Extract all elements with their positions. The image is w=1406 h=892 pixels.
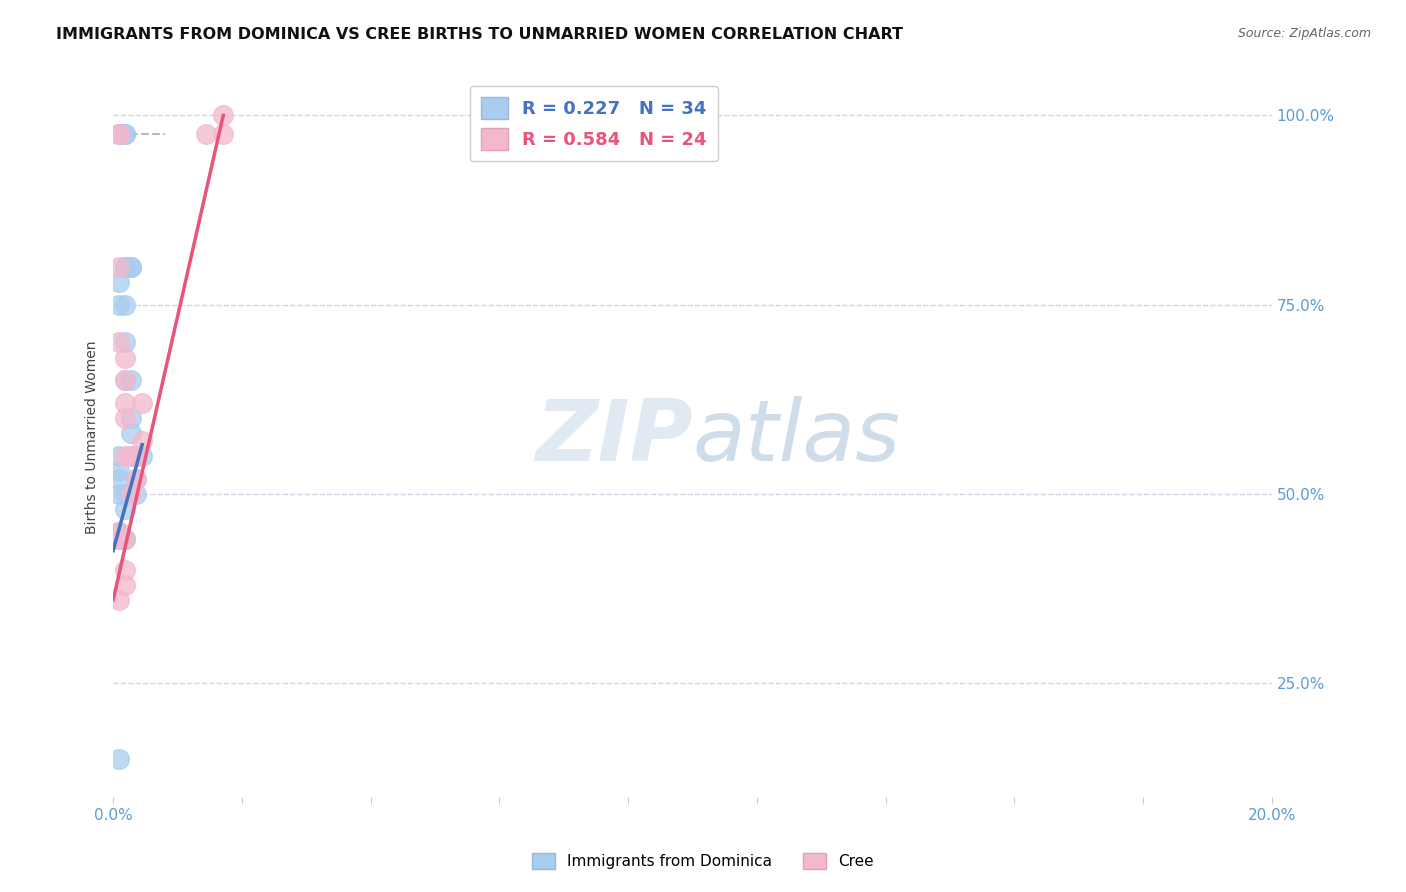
Point [125,487,148,501]
Point [108,127,131,141]
Text: IMMIGRANTS FROM DOMINICA VS CREE BIRTHS TO UNMARRIED WOMEN CORRELATION CHART: IMMIGRANTS FROM DOMINICA VS CREE BIRTHS … [56,27,903,42]
Point [120,411,142,425]
Point [108,524,131,539]
Legend: R = 0.227   N = 34, R = 0.584   N = 24: R = 0.227 N = 34, R = 0.584 N = 24 [470,87,717,161]
Point [108,275,131,289]
Point [114,351,136,365]
Y-axis label: Births to Unmarried Women: Births to Unmarried Women [86,341,100,533]
Point [108,127,131,141]
Point [114,533,136,547]
Point [114,487,136,501]
Point [114,373,136,387]
Point [212,127,235,141]
Point [108,752,131,766]
Point [108,449,131,463]
Point [120,260,142,274]
Point [108,464,131,478]
Point [131,434,153,448]
Legend: Immigrants from Dominica, Cree: Immigrants from Dominica, Cree [526,847,880,875]
Point [194,127,217,141]
Point [108,297,131,311]
Point [114,297,136,311]
Point [120,260,142,274]
Point [114,502,136,516]
Point [120,487,142,501]
Point [108,127,131,141]
Point [120,449,142,463]
Point [125,472,148,486]
Point [114,127,136,141]
Point [114,127,136,141]
Point [125,449,148,463]
Point [114,260,136,274]
Point [114,533,136,547]
Point [114,260,136,274]
Point [108,260,131,274]
Point [114,577,136,591]
Point [131,449,153,463]
Point [108,533,131,547]
Point [114,335,136,350]
Point [125,449,148,463]
Text: atlas: atlas [693,395,901,478]
Point [108,524,131,539]
Point [114,449,136,463]
Point [114,563,136,577]
Point [108,335,131,350]
Point [120,373,142,387]
Point [114,411,136,425]
Point [108,127,131,141]
Text: Source: ZipAtlas.com: Source: ZipAtlas.com [1237,27,1371,40]
Point [108,592,131,607]
Point [120,449,142,463]
Point [120,426,142,441]
Point [212,108,235,122]
Text: ZIP: ZIP [534,395,693,478]
Point [108,487,131,501]
Point [114,373,136,387]
Point [108,524,131,539]
Point [125,449,148,463]
Point [131,396,153,410]
Point [114,396,136,410]
Point [108,533,131,547]
Point [114,533,136,547]
Point [125,472,148,486]
Point [108,472,131,486]
